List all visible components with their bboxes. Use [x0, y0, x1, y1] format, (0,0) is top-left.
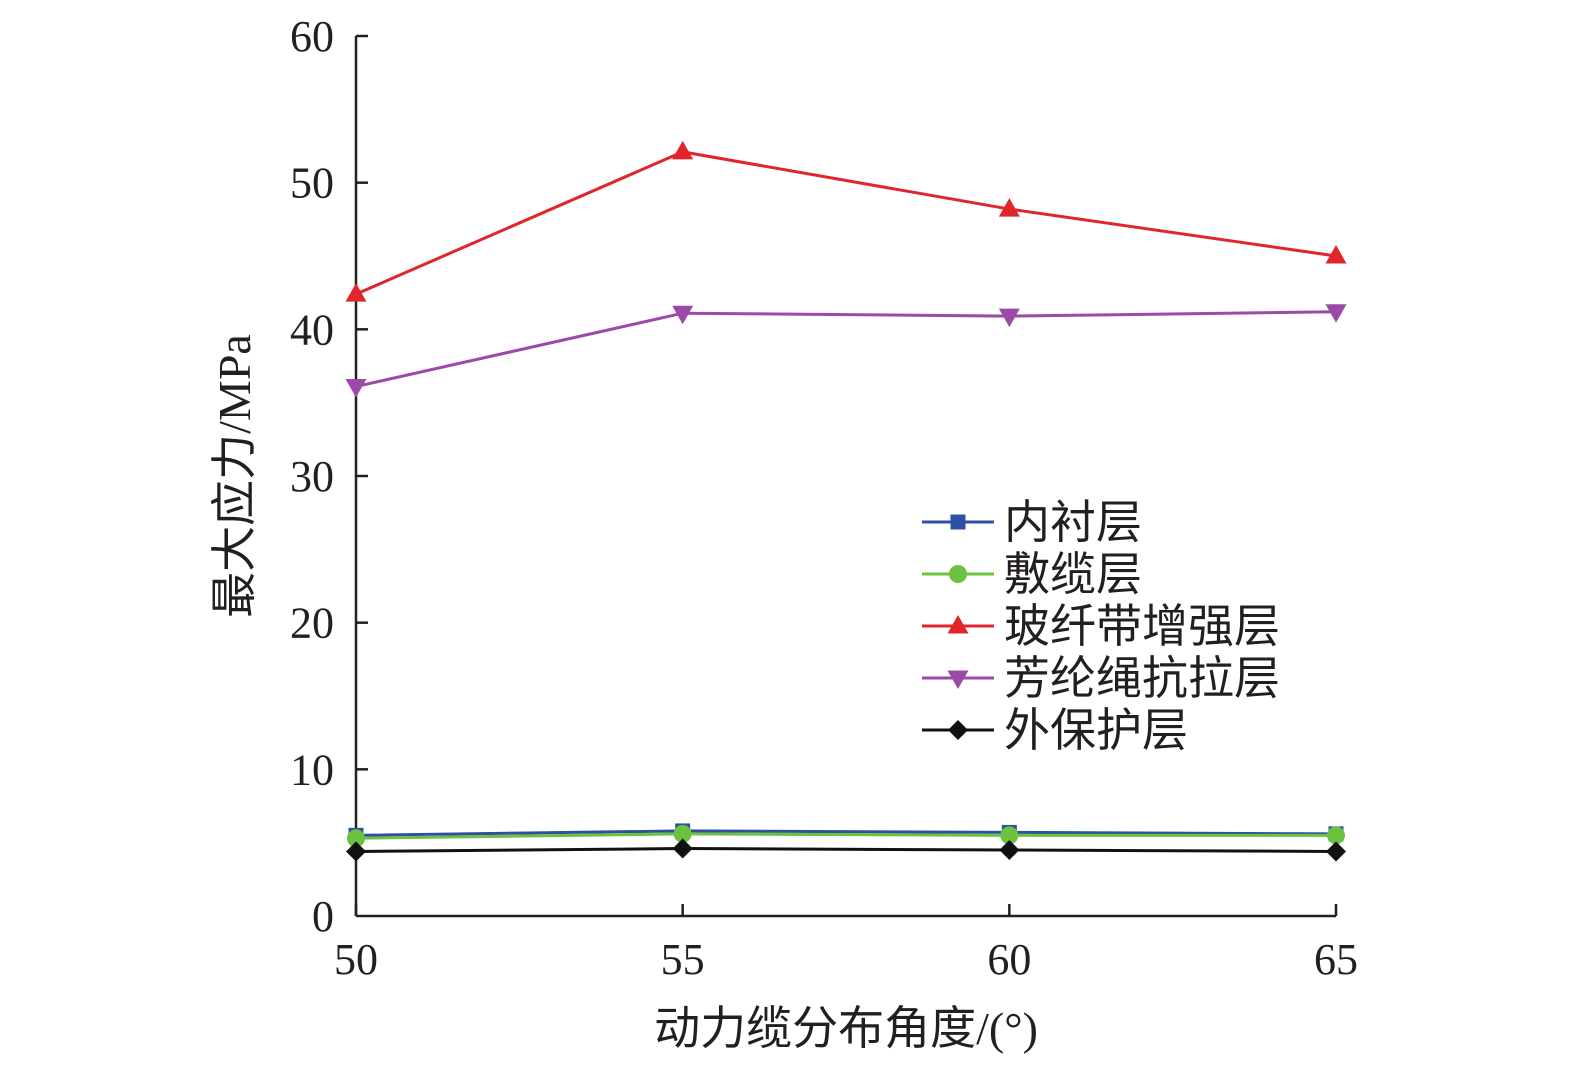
circle-marker: [673, 824, 692, 843]
triangle-down-marker: [1325, 304, 1347, 323]
series: [345, 140, 1347, 302]
y-tick-label: 10: [290, 745, 334, 794]
series-group: [345, 140, 1347, 862]
triangle-down-marker: [672, 305, 694, 325]
axes: [354, 36, 1336, 918]
y-tick-label: 0: [312, 892, 334, 941]
triangle-down-marker: [345, 379, 367, 398]
diamond-marker: [672, 838, 693, 859]
legend-label: 敷缆层: [1004, 549, 1142, 600]
triangle-up-marker: [345, 283, 367, 302]
series-line: [355, 847, 1337, 853]
series-line: [355, 310, 1337, 388]
x-axis-title: 动力缆分布角度/(°): [654, 1003, 1038, 1054]
y-tick-label: 60: [290, 12, 334, 61]
axis-ticks: 0 10 20 30 40 50 60 50 55 60 65: [290, 12, 1358, 984]
legend-item: 外保护层: [922, 705, 1188, 756]
diamond-marker: [999, 840, 1020, 860]
diamond-marker: [1326, 841, 1346, 862]
y-tick-label: 40: [290, 305, 334, 354]
legend-item: 玻纤带增强层: [922, 601, 1280, 652]
circle-marker: [1000, 826, 1019, 845]
legend-item: 敷缆层: [922, 549, 1142, 600]
circle-marker: [347, 829, 365, 848]
legend-label: 芳纶绳抗拉层: [1004, 653, 1280, 704]
triangle-up-marker: [672, 140, 694, 160]
series: [346, 838, 1346, 862]
x-tick-label: 65: [1314, 935, 1358, 984]
series: [347, 824, 1345, 848]
x-tick-label: 55: [661, 935, 705, 984]
triangle-up-marker: [1325, 245, 1347, 264]
series-line: [355, 829, 1337, 837]
circle-marker: [949, 565, 967, 583]
diamond-marker: [346, 841, 366, 862]
legend-label: 玻纤带增强层: [1004, 601, 1280, 652]
x-tick-label: 60: [987, 935, 1031, 984]
legend-label: 外保护层: [1004, 705, 1188, 756]
diamond-marker: [948, 720, 968, 740]
y-tick-label: 20: [290, 599, 334, 648]
series: [345, 304, 1347, 398]
square-marker: [950, 514, 966, 530]
triangle-up-marker: [947, 615, 969, 634]
series-line: [355, 150, 1337, 296]
triangle-down-marker: [998, 308, 1020, 328]
y-axis-title: 最大应力/MPa: [209, 334, 260, 618]
triangle-up-marker: [998, 198, 1020, 217]
y-tick-label: 30: [290, 452, 334, 501]
circle-marker: [1327, 826, 1345, 845]
series-line: [355, 832, 1336, 840]
legend-item: 内衬层: [922, 497, 1142, 548]
x-tick-label: 50: [334, 935, 378, 984]
y-tick-label: 50: [290, 159, 334, 208]
triangle-down-marker: [947, 670, 969, 689]
legend-item: 芳纶绳抗拉层: [922, 653, 1280, 704]
legend-label: 内衬层: [1004, 497, 1142, 548]
